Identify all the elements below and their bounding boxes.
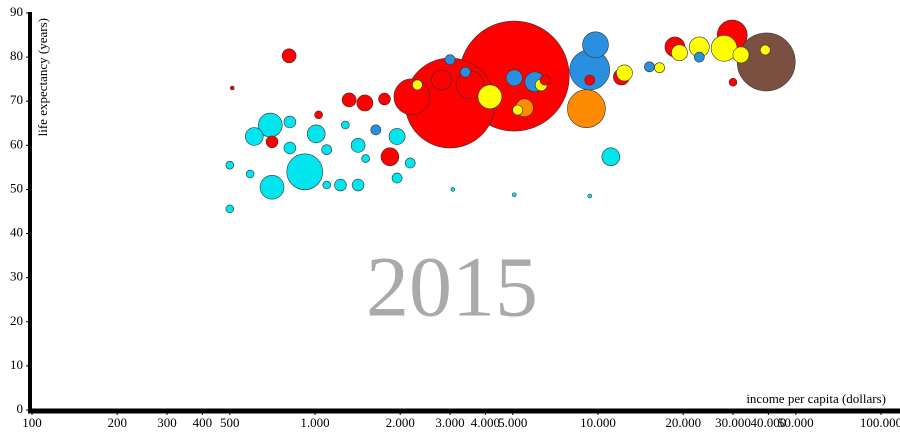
bubble xyxy=(388,128,406,145)
bubble xyxy=(281,48,297,64)
bubble xyxy=(460,66,471,78)
y-tick-label: 20 xyxy=(10,313,23,328)
bubble xyxy=(693,51,705,63)
bubble xyxy=(584,74,596,86)
bubble xyxy=(361,154,370,163)
x-tick-label: 300 xyxy=(157,415,177,430)
bubble xyxy=(283,141,297,155)
bubble xyxy=(728,77,738,87)
bubble xyxy=(601,147,621,167)
bubble xyxy=(265,135,279,149)
y-tick-label: 30 xyxy=(10,269,23,284)
bubble xyxy=(341,92,357,108)
bubble xyxy=(567,89,606,129)
bubble xyxy=(334,178,347,192)
bubble xyxy=(511,192,517,198)
y-tick-label: 70 xyxy=(10,92,23,107)
bubble xyxy=(539,74,551,86)
bubble xyxy=(391,172,403,184)
x-tick-label: 400 xyxy=(193,415,213,430)
bubble xyxy=(671,44,688,62)
bubble xyxy=(286,153,324,191)
bubble xyxy=(351,178,365,192)
bubble xyxy=(393,78,431,116)
x-tick-label: 3.000 xyxy=(435,415,464,430)
bubble xyxy=(370,124,382,136)
x-tick-label: 40.000 xyxy=(751,415,787,430)
bubble xyxy=(512,104,523,116)
x-tick-label: 20.000 xyxy=(665,415,701,430)
bubble xyxy=(616,64,633,82)
x-tick-label: 100.000 xyxy=(860,415,900,430)
bubble xyxy=(245,169,255,179)
bubble xyxy=(314,110,323,120)
bubble xyxy=(350,138,366,153)
bubble xyxy=(321,144,333,156)
y-tick-label: 50 xyxy=(10,180,23,195)
x-tick-label: 30.000 xyxy=(715,415,751,430)
bubble xyxy=(732,46,750,64)
bubble xyxy=(244,127,264,146)
bubble xyxy=(225,160,235,170)
bubble xyxy=(505,69,523,87)
bubble xyxy=(225,204,235,214)
x-tick-label: 200 xyxy=(107,415,127,430)
bubble xyxy=(477,84,503,110)
bubble xyxy=(587,193,593,199)
bubble xyxy=(283,115,297,129)
y-tick-label: 90 xyxy=(10,4,23,19)
y-tick-label: 60 xyxy=(10,136,23,151)
y-axis-label: life expectancy (years) xyxy=(35,18,50,136)
bubble xyxy=(654,62,665,74)
x-tick-label: 5.000 xyxy=(498,415,527,430)
x-axis-label: income per capita (dollars) xyxy=(746,391,886,406)
y-tick-label: 40 xyxy=(10,225,23,240)
x-tick-label: 50.000 xyxy=(778,415,814,430)
x-tick-label: 10.000 xyxy=(580,415,616,430)
year-label: 2015 xyxy=(366,239,538,335)
y-tick-label: 0 xyxy=(17,401,24,416)
bubble xyxy=(229,85,235,91)
bubble xyxy=(306,124,326,144)
bubble xyxy=(412,79,423,91)
bubble xyxy=(431,69,452,91)
bubble xyxy=(759,44,771,56)
bubble xyxy=(404,157,416,169)
bubble xyxy=(378,92,391,106)
bubble xyxy=(322,180,331,190)
bubble xyxy=(644,61,655,73)
x-tick-label: 4.000 xyxy=(471,415,500,430)
bubble xyxy=(341,120,350,130)
x-tick-label: 100 xyxy=(22,415,42,430)
y-tick-label: 80 xyxy=(10,48,23,63)
bubble xyxy=(450,187,456,192)
bubble xyxy=(356,94,374,112)
bubble xyxy=(259,174,285,200)
bubble xyxy=(444,54,456,66)
bubble xyxy=(380,147,400,167)
x-tick-label: 1.000 xyxy=(300,415,329,430)
x-tick-label: 2.000 xyxy=(386,415,415,430)
x-tick-label: 500 xyxy=(220,415,240,430)
y-tick-label: 10 xyxy=(10,357,23,372)
bubble xyxy=(582,31,609,59)
